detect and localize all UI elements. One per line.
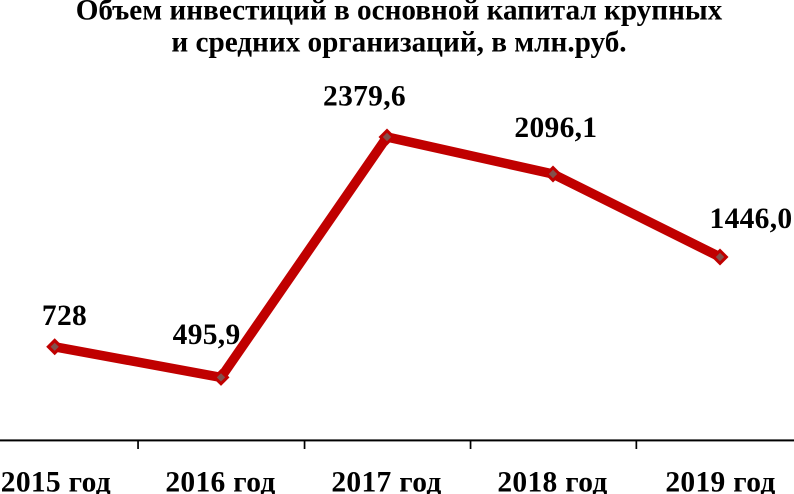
svg-text:2015 год: 2015 год xyxy=(1,466,111,494)
svg-text:и средних организаций, в млн.р: и средних организаций, в млн.руб. xyxy=(171,26,626,58)
svg-text:495,9: 495,9 xyxy=(173,319,241,351)
svg-text:1446,0: 1446,0 xyxy=(710,203,793,235)
svg-text:2018 год: 2018 год xyxy=(497,466,607,494)
svg-text:2017 год: 2017 год xyxy=(331,466,441,494)
svg-text:Объем инвестиций в основной ка: Объем инвестиций в основной капитал круп… xyxy=(76,0,723,27)
svg-text:2016 год: 2016 год xyxy=(165,466,275,494)
svg-text:2019 год: 2019 год xyxy=(665,466,775,494)
svg-text:2096,1: 2096,1 xyxy=(514,112,597,144)
svg-text:728: 728 xyxy=(42,300,87,332)
svg-text:2379,6: 2379,6 xyxy=(323,81,406,113)
